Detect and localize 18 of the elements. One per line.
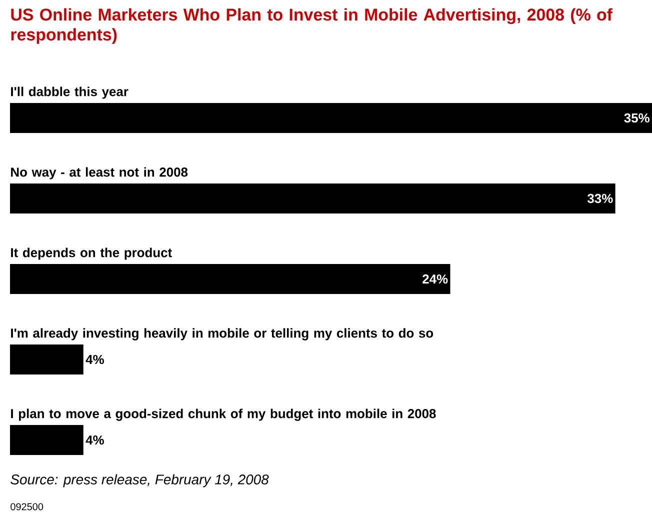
y-tick-label: No way - at least not in 2008 [11,167,188,180]
data-label: 24% [422,274,448,284]
text: 092500 [10,503,44,510]
data-label: 33% [587,194,613,204]
chart-title: US Online Marketers Who Plan to Invest in Mobile Advertising, 2008 (% of respondents) [11,8,613,44]
bar [10,425,84,456]
y-tick-label: I plan to move a good-sized chunk of my budget into mobile in 2008 [11,408,436,421]
bar [10,344,84,375]
source-note: Source: press release, February 19, 2008 [10,474,269,488]
y-tick-label: I'm already investing heavily in mobile or telling my clients to do so [11,328,434,340]
data-label: 4% [86,354,104,364]
data-label: 35% [624,113,650,123]
bar [10,183,616,214]
data-label: 4% [86,435,104,445]
y-tick-label: I'll dabble this year [11,86,128,99]
bar [10,102,652,133]
bar [10,264,450,294]
y-tick-label: It depends on the product [11,248,172,260]
